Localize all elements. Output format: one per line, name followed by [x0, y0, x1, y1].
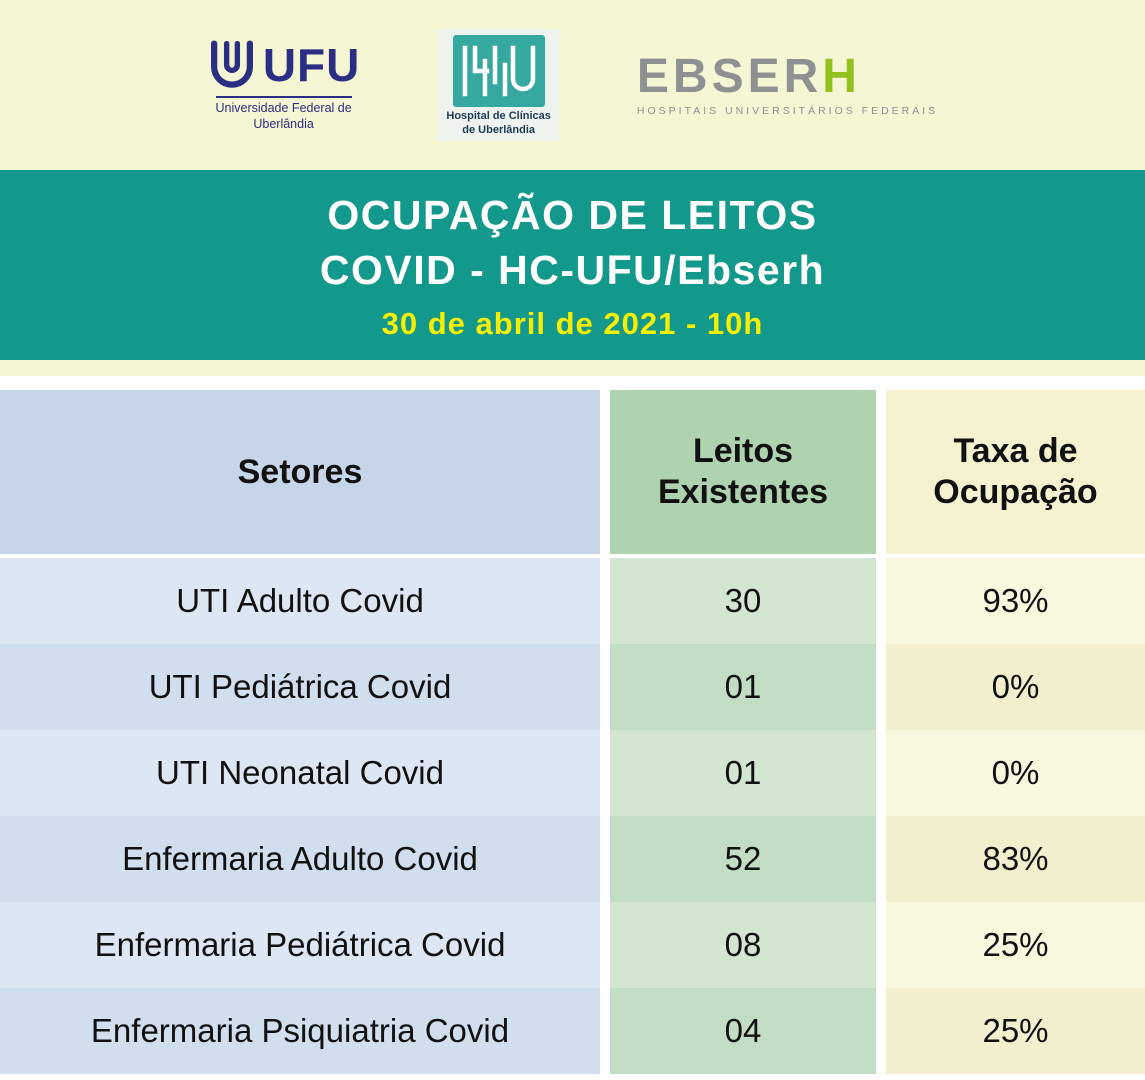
- ufu-logo-icon: [210, 40, 253, 88]
- ebserh-wordmark: EBSERH: [637, 53, 861, 101]
- logo-bar: UFU Universidade Federal de Uberlândia: [0, 0, 1145, 170]
- cell-leitos: 04: [610, 988, 876, 1074]
- hc-logo-icon: [452, 35, 545, 108]
- table-row: Enfermaria Adulto Covid 52 83%: [0, 816, 1145, 902]
- cell-leitos: 52: [610, 816, 876, 902]
- ufu-caption-line1: Universidade Federal de: [215, 100, 352, 115]
- cream-spacer: [0, 360, 1145, 376]
- ufu-logo: UFU Universidade Federal de Uberlândia: [207, 38, 361, 132]
- cell-leitos: 01: [610, 730, 876, 816]
- cell-setor: Enfermaria Psiquiatria Covid: [0, 988, 600, 1074]
- hc-caption-line2: de Uberlândia: [462, 123, 536, 136]
- cell-taxa: 0%: [886, 644, 1145, 730]
- cell-setor: UTI Neonatal Covid: [0, 730, 600, 816]
- cell-leitos: 30: [610, 558, 876, 644]
- cell-leitos: 01: [610, 644, 876, 730]
- cell-taxa: 93%: [886, 558, 1145, 644]
- cell-setor: UTI Adulto Covid: [0, 558, 600, 644]
- table-row: UTI Adulto Covid 30 93%: [0, 558, 1145, 644]
- header-cell-taxa-ocupacao: Taxa de Ocupação: [886, 390, 1145, 554]
- ebserh-logo: EBSERH HOSPITAIS UNIVERSITÁRIOS FEDERAIS: [636, 53, 939, 118]
- cell-taxa: 83%: [886, 816, 1145, 902]
- cell-setor: Enfermaria Pediátrica Covid: [0, 902, 600, 988]
- ufu-caption-line2: Uberlândia: [253, 116, 314, 131]
- cell-setor: Enfermaria Adulto Covid: [0, 816, 600, 902]
- ufu-caption: Universidade Federal de Uberlândia: [215, 95, 352, 132]
- header-cell-leitos-existentes: Leitos Existentes: [610, 390, 876, 554]
- cell-setor: UTI Pediátrica Covid: [0, 644, 600, 730]
- hc-caption-line1: Hospital de Clínicas: [446, 110, 551, 123]
- table-header-row: Setores Leitos Existentes Taxa de Ocupaç…: [0, 390, 1145, 554]
- ufu-logo-row: UFU: [207, 38, 361, 92]
- ebserh-caption: HOSPITAIS UNIVERSITÁRIOS FEDERAIS: [636, 105, 939, 117]
- cell-taxa: 25%: [886, 988, 1145, 1074]
- hc-caption: Hospital de Clínicas de Uberlândia: [446, 110, 551, 136]
- occupancy-table: Setores Leitos Existentes Taxa de Ocupaç…: [0, 390, 1145, 1074]
- header-cell-setores: Setores: [0, 390, 600, 554]
- ufu-acronym: UFU: [262, 38, 361, 91]
- cell-taxa: 25%: [886, 902, 1145, 988]
- white-spacer: [0, 376, 1145, 390]
- hc-logo: Hospital de Clínicas de Uberlândia: [438, 29, 559, 141]
- ebserh-wordmark-gray: EBSER: [636, 50, 823, 103]
- banner-title-line1: OCUPAÇÃO DE LEITOS: [327, 191, 818, 238]
- title-banner: OCUPAÇÃO DE LEITOS COVID - HC-UFU/Ebserh…: [0, 170, 1145, 360]
- table-row: Enfermaria Psiquiatria Covid 04 25%: [0, 988, 1145, 1074]
- ebserh-wordmark-green: H: [822, 50, 861, 103]
- table-row: Enfermaria Pediátrica Covid 08 25%: [0, 902, 1145, 988]
- banner-title-line2: COVID - HC-UFU/Ebserh: [319, 247, 826, 293]
- cell-taxa: 0%: [886, 730, 1145, 816]
- banner-date: 30 de abril de 2021 - 10h: [381, 306, 764, 342]
- table-row: UTI Pediátrica Covid 01 0%: [0, 644, 1145, 730]
- cell-leitos: 08: [610, 902, 876, 988]
- table-row: UTI Neonatal Covid 01 0%: [0, 730, 1145, 816]
